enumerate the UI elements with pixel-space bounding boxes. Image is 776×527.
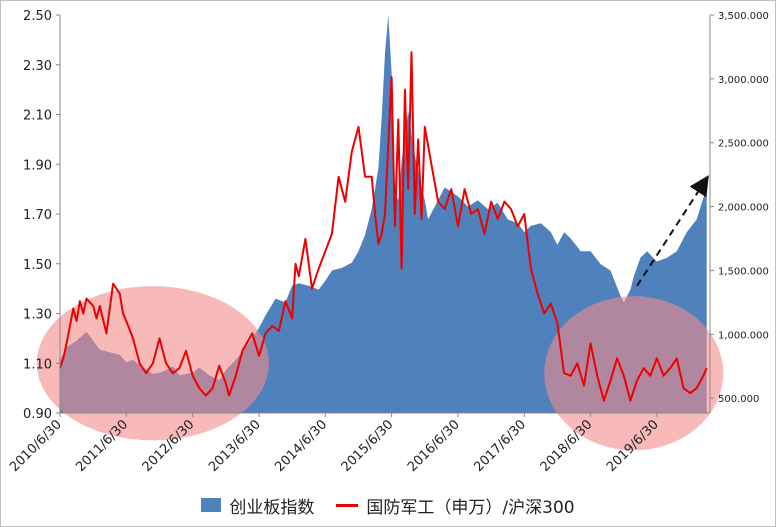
x-tick-label: 2016/6/30 — [405, 417, 463, 475]
legend-item-area: 创业板指数 — [201, 493, 314, 518]
y-left-tick-label: 1.10 — [23, 357, 52, 372]
y-left-tick-label: 1.90 — [23, 158, 52, 173]
legend-label-line: 国防军工（申万）/沪深300 — [366, 497, 575, 518]
line-series-defense-ratio — [59, 51, 708, 402]
y-left-tick-label: 1.70 — [23, 208, 52, 223]
legend-item-line: 国防军工（申万）/沪深300 — [336, 493, 575, 518]
trend-arrow — [636, 175, 709, 287]
y-right-tick-label: 2,500.000 — [718, 139, 769, 150]
x-tick-label: 2017/6/30 — [471, 417, 529, 475]
x-tick-label: 2014/6/30 — [272, 417, 330, 475]
legend-swatch-line — [336, 503, 359, 507]
y-right-tick-label: 1,500.000 — [718, 266, 769, 277]
y-right-tick-label: 2,000.000 — [718, 203, 769, 214]
legend: 创业板指数 国防军工（申万）/沪深300 — [0, 490, 776, 520]
x-tick-label: 2015/6/30 — [339, 417, 397, 475]
y-right-tick-label: 500.000 — [718, 394, 759, 405]
y-left-tick-label: 2.50 — [23, 9, 52, 24]
legend-label-area: 创业板指数 — [229, 497, 315, 518]
y-right-tick-label: 1,000.000 — [718, 330, 769, 341]
x-tick-label: 2010/6/30 — [7, 417, 65, 475]
y-left-tick-label: 2.30 — [23, 59, 52, 74]
y-left-tick-label: 1.30 — [23, 308, 52, 323]
y-right-tick-label: 3,500.000 — [718, 11, 769, 22]
y-left-tick-label: 1.50 — [23, 258, 52, 273]
x-tick-label: 2018/6/30 — [538, 417, 596, 475]
y-left-tick-label: 2.10 — [23, 109, 52, 124]
legend-swatch-area — [201, 498, 222, 512]
highlight-ellipse-2 — [544, 296, 724, 451]
y-left-tick-label: 0.90 — [23, 407, 52, 422]
y-right-tick-label: 3,000.000 — [718, 75, 769, 86]
